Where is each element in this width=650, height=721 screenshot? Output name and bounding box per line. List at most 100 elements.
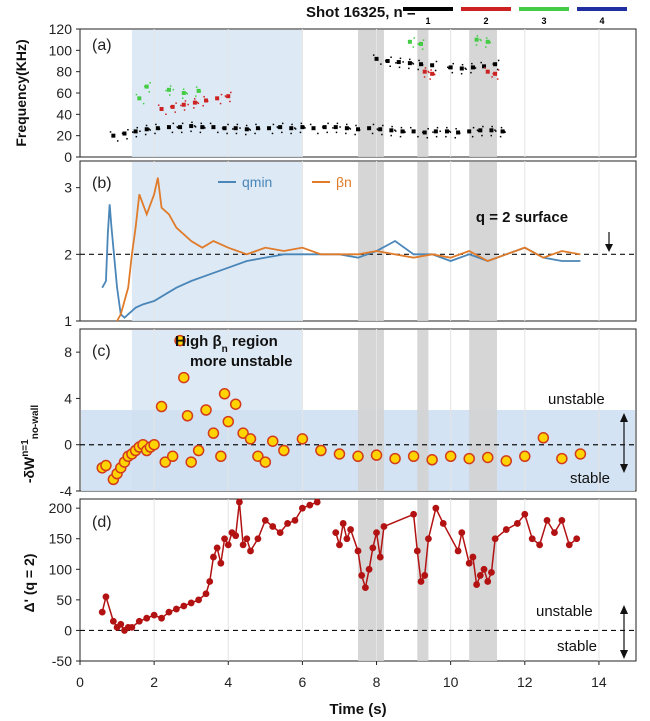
data-point-speckle: [473, 66, 476, 68]
data-point-speckle: [155, 123, 157, 126]
x-tick-label: 0: [76, 674, 84, 690]
panel-c-unstable: unstable: [548, 391, 605, 408]
data-point-speckle: [203, 95, 205, 98]
data-point-speckle: [368, 128, 370, 130]
data-point-speckle: [181, 122, 184, 125]
data-point-speckle: [132, 131, 134, 133]
data-point-speckle: [135, 135, 138, 138]
y-tick-label: 0: [64, 622, 72, 638]
data-point: [473, 581, 481, 588]
shaded-window: [469, 30, 497, 157]
data-point: [380, 523, 388, 530]
data-point: [269, 523, 277, 530]
data-point-speckle: [484, 67, 486, 69]
data-point-speckle: [326, 131, 328, 134]
data-point-speckle: [488, 40, 491, 43]
data-point: [296, 433, 309, 445]
data-point-speckle: [495, 130, 497, 132]
data-point-speckle: [168, 94, 171, 96]
series-line-1: [116, 177, 581, 322]
data-point: [195, 596, 203, 604]
data-point-speckle: [389, 65, 391, 67]
data-point: [413, 547, 421, 555]
x-tick-label: 6: [299, 674, 307, 690]
data-point: [207, 427, 220, 439]
data-point: [426, 454, 438, 466]
data-point-speckle: [322, 127, 325, 129]
data-point: [218, 388, 231, 400]
panel-c: -4 0 4 8 (c) High βn region more unstable u…: [20, 328, 637, 499]
data-point: [333, 448, 346, 460]
data-point: [261, 516, 269, 524]
data-point-speckle: [168, 127, 170, 129]
data-point-speckle: [480, 61, 482, 64]
data-point-speckle: [400, 126, 403, 129]
data-point-speckle: [171, 131, 174, 134]
y-tick-label: 100: [49, 561, 73, 577]
data-point-speckle: [291, 123, 293, 126]
data-point-speckle: [196, 101, 199, 104]
data-point-speckle: [204, 127, 206, 129]
data-point: [396, 60, 401, 65]
data-point-speckle: [220, 93, 223, 96]
data-point: [469, 553, 477, 561]
data-point: [470, 65, 475, 70]
data-point: [315, 444, 327, 457]
data-point: [233, 126, 238, 131]
data-point: [278, 444, 290, 457]
data-point-speckle: [230, 91, 232, 94]
data-point: [369, 544, 377, 552]
data-point-speckle: [402, 61, 404, 63]
data-point-speckle: [367, 127, 369, 129]
data-point-speckle: [358, 129, 361, 131]
data-point-speckle: [358, 128, 360, 130]
data-point-speckle: [467, 130, 469, 132]
data-point: [474, 37, 479, 42]
data-point-speckle: [418, 59, 420, 62]
data-point-speckle: [327, 122, 329, 125]
y-tick-label: 60: [56, 85, 72, 101]
data-point: [221, 535, 228, 543]
data-point-speckle: [248, 128, 251, 130]
data-point-speckle: [410, 126, 412, 129]
data-point: [565, 541, 573, 549]
data-point-speckle: [491, 76, 493, 78]
data-point: [376, 553, 384, 561]
data-point-speckle: [154, 132, 156, 135]
data-point-speckle: [206, 100, 209, 102]
y-tick-label: 100: [49, 42, 73, 58]
data-point: [122, 131, 127, 136]
data-point-speckle: [236, 123, 239, 126]
data-point: [430, 71, 435, 76]
legend-swatch-n1: [403, 7, 453, 11]
data-point: [322, 125, 327, 130]
data-point: [181, 102, 186, 107]
data-point-speckle: [372, 54, 375, 56]
data-point: [109, 617, 117, 625]
data-point-speckle: [486, 70, 489, 73]
data-point-speckle: [194, 126, 197, 128]
panel-a-ylabel: Frequency(KHz): [13, 39, 29, 146]
data-point: [502, 526, 510, 533]
data-point-speckle: [216, 98, 218, 100]
shaded-window: [469, 500, 497, 661]
data-point-speckle: [209, 122, 212, 125]
x-tick-label: 10: [443, 674, 459, 690]
data-point-speckle: [412, 63, 415, 65]
data-point-speckle: [181, 97, 184, 99]
data-point-speckle: [195, 86, 198, 88]
data-point-speckle: [381, 133, 383, 136]
data-point-speckle: [149, 129, 151, 131]
data-point: [289, 126, 294, 131]
data-point-speckle: [464, 67, 466, 70]
data-point-speckle: [471, 62, 473, 65]
data-point-speckle: [384, 60, 387, 62]
data-point-speckle: [126, 138, 128, 140]
data-point-speckle: [142, 102, 145, 105]
data-point-speckle: [113, 135, 115, 138]
data-point: [465, 559, 473, 567]
legend-betan: βn: [336, 174, 352, 190]
data-point-speckle: [428, 71, 430, 74]
data-point-speckle: [294, 128, 297, 130]
